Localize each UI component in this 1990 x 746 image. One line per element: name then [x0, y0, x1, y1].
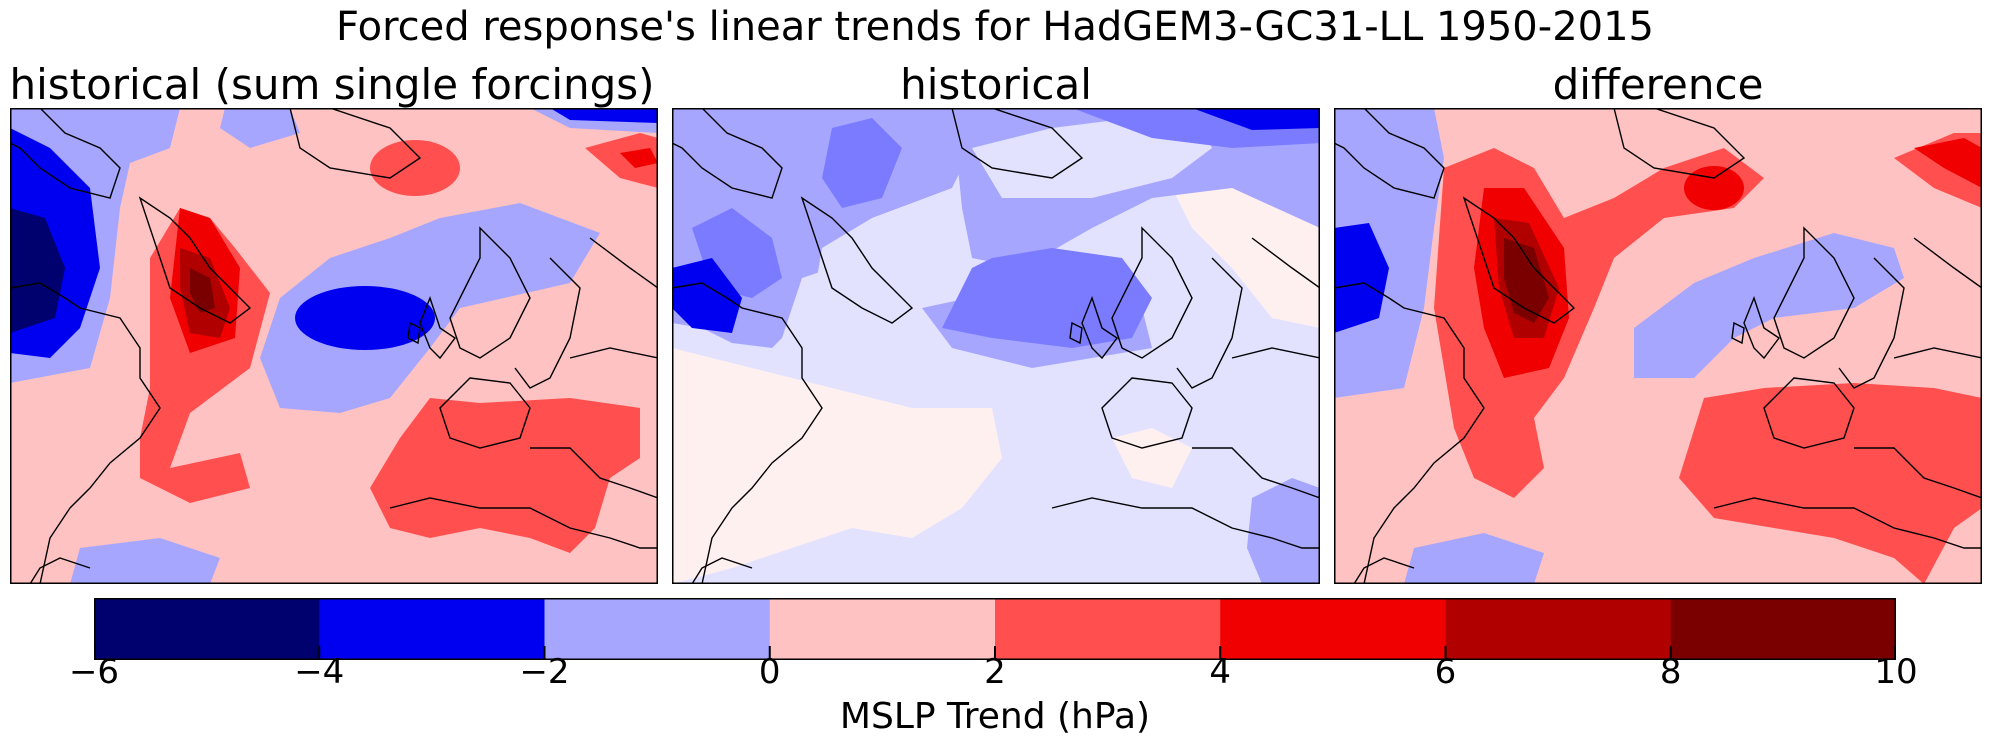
panel-title-difference: difference	[1552, 60, 1764, 109]
colorbar-tick-label: 8	[1659, 652, 1682, 692]
colorbar-tick-label: 6	[1434, 652, 1457, 692]
colorbar-bin	[544, 598, 771, 660]
colorbar-label: MSLP Trend (hPa)	[839, 696, 1151, 737]
colorbar-tick-label: 10	[1874, 652, 1918, 692]
colorbar-bin	[1220, 598, 1446, 660]
map-panel-difference	[1334, 108, 1982, 584]
colorbar-tick-label: 4	[1209, 652, 1232, 692]
colorbar-bin	[995, 598, 1221, 660]
map-panel-historical	[672, 108, 1320, 584]
figure-title: Forced response's linear trends for HadG…	[336, 4, 1654, 50]
colorbar-tick-label: −2	[519, 652, 570, 692]
colorbar-tick-label: 2	[984, 652, 1006, 692]
panel-title-sum-single-forcings: historical (sum single forcings)	[9, 60, 655, 109]
colorbar-bin	[1445, 598, 1672, 660]
colorbar-svg	[94, 598, 1897, 660]
colorbar-tick-label: 0	[758, 652, 781, 692]
colorbar-bin	[94, 598, 320, 660]
colorbar-tick-label: −4	[294, 652, 345, 692]
colorbar-tick-label: −6	[68, 652, 120, 692]
map-panel-sum-single-forcings	[10, 108, 658, 584]
colorbar	[94, 598, 1897, 660]
colorbar-bin	[769, 598, 996, 660]
colorbar-bin	[319, 598, 545, 660]
colorbar-bin	[1670, 598, 1897, 660]
panel-title-historical: historical	[900, 60, 1092, 109]
